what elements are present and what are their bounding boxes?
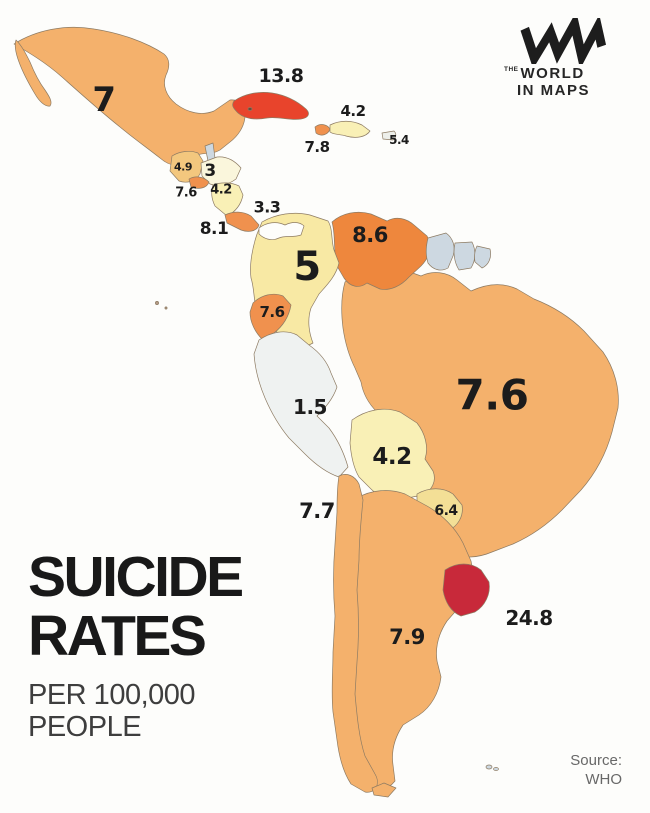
island-falkland-west [485, 764, 493, 770]
world-in-maps-logo-icon [520, 18, 607, 64]
country-ecuador [249, 293, 292, 340]
brand-in-maps: IN MAPS [517, 82, 591, 100]
subtitle-line1: PER 100,000 [28, 678, 196, 711]
page-title-line1: SUICIDE [28, 545, 244, 609]
brand-logo: THE WORLD IN MAPS [504, 18, 624, 100]
country-mexico-baja [14, 39, 52, 107]
country-puerto-rico [381, 130, 397, 141]
country-el-salvador [188, 176, 210, 189]
country-venezuela [331, 211, 431, 290]
island-isla-de-la-juventud [247, 107, 253, 111]
country-panama [258, 222, 305, 240]
subtitle-line2: PEOPLE [28, 711, 142, 743]
page-title-line2: RATES [28, 604, 207, 669]
source-value: WHO [585, 770, 622, 788]
country-nicaragua [211, 182, 244, 217]
region-suriname [453, 241, 476, 271]
source-attribution: Source: WHO [570, 752, 622, 790]
brand-the: THE [504, 66, 519, 73]
country-bolivia [349, 408, 435, 500]
island-tierra-del-fuego [371, 782, 397, 798]
region-guyana [425, 232, 455, 271]
source-label: Source: [570, 752, 622, 769]
island-galapagos-2 [164, 306, 168, 310]
country-costa-rica [224, 211, 260, 232]
country-argentina [349, 490, 473, 791]
country-dominican-republic [329, 120, 371, 138]
brand-world: WORLD [520, 65, 585, 82]
page-subtitle: PER 100,000 PEOPLE [28, 679, 242, 744]
country-uruguay [442, 563, 490, 617]
island-falkland-east [493, 767, 499, 771]
country-haiti [314, 124, 331, 136]
country-guatemala [169, 150, 204, 183]
country-peru [253, 331, 349, 478]
island-galapagos-1 [155, 301, 159, 305]
brand-wordmark: THE WORLD IN MAPS [504, 65, 590, 100]
region-french-guiana [474, 245, 491, 269]
title-block: SUICIDE RATES PER 100,000 PEOPLE [28, 545, 244, 744]
country-cuba [232, 92, 309, 120]
